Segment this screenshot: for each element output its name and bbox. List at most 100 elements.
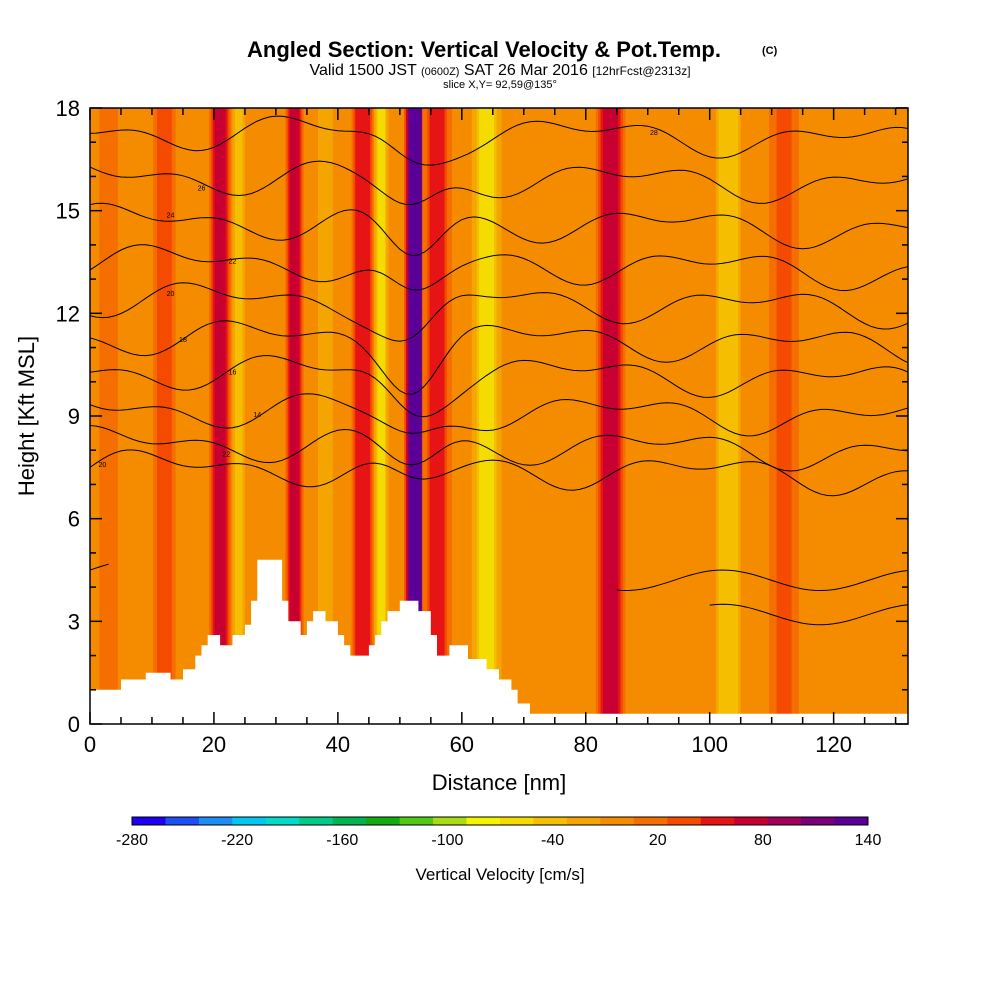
velocity-band xyxy=(603,108,618,724)
axis-ticks: 0 20 40 60 80 100 120 0 3 6 9 12 15 18 xyxy=(56,96,908,757)
isentrope-line xyxy=(90,202,908,257)
colorbar-swatch xyxy=(466,817,501,825)
colorbar-swatch xyxy=(566,817,601,825)
x-tick-label: 20 xyxy=(202,732,226,757)
colorbar: -280 -220 -160 -100 -40 20 80 140 xyxy=(116,816,882,849)
velocity-band xyxy=(429,108,445,724)
isentrope-line xyxy=(616,569,908,592)
y-axis-label: Height [Kft MSL] xyxy=(14,336,39,496)
velocity-cell xyxy=(314,108,337,724)
isentrope-line xyxy=(90,282,908,342)
colorbar-label: -100 xyxy=(431,832,463,849)
velocity-cell xyxy=(404,108,427,724)
x-tick-label: 0 xyxy=(84,732,96,757)
velocity-band xyxy=(720,108,736,724)
colorbar-label: -40 xyxy=(541,832,564,849)
y-tick-label: 6 xyxy=(68,507,80,532)
isentrope-label: 26 xyxy=(198,185,206,192)
colorbar-swatch xyxy=(198,817,233,825)
x-axis-label: Distance [nm] xyxy=(432,770,567,795)
colorbar-swatch xyxy=(700,817,735,825)
colorbar-label: 80 xyxy=(754,832,772,849)
terrain-profile xyxy=(90,559,908,724)
colorbar-title: Vertical Velocity [cm/s] xyxy=(415,865,584,884)
isentrope-line xyxy=(90,393,908,437)
isentrope-line xyxy=(709,603,908,626)
isentrope-line xyxy=(90,115,908,166)
colorbar-swatch xyxy=(399,817,434,825)
chart-subtitle: Valid 1500 JST (0600Z) SAT 26 Mar 2016 [… xyxy=(309,62,690,79)
velocity-band xyxy=(235,108,243,724)
colorbar-frame xyxy=(131,816,869,826)
x-tick-label: 60 xyxy=(450,732,474,757)
colorbar-swatch xyxy=(332,817,367,825)
y-tick-label: 9 xyxy=(68,404,80,429)
colorbar-swatch xyxy=(165,817,200,825)
velocity-cell xyxy=(595,108,626,724)
slice-label: slice X,Y= 92,59@135° xyxy=(443,79,557,91)
velocity-cell xyxy=(97,108,120,724)
velocity-cell xyxy=(471,108,502,724)
subtitle-utc: (0600Z) xyxy=(421,66,460,78)
y-tick-label: 18 xyxy=(56,96,80,121)
subtitle-forecast: [12hrFcst@2313z] xyxy=(592,64,690,78)
colorbar-swatch xyxy=(801,817,836,825)
colorbar-swatch xyxy=(433,817,468,825)
x-tick-label: 120 xyxy=(815,732,852,757)
x-tick-label: 40 xyxy=(326,732,350,757)
colorbar-label: 140 xyxy=(855,832,882,849)
velocity-cell xyxy=(769,108,799,724)
colorbar-swatch xyxy=(232,817,267,825)
y-tick-label: 0 xyxy=(68,712,80,737)
velocity-cell xyxy=(422,108,452,724)
isentrope-line xyxy=(90,355,908,418)
plot-area xyxy=(90,108,908,724)
colorbar-swatch xyxy=(533,817,568,825)
y-tick-label: 15 xyxy=(56,199,80,224)
isentrope-label: 28 xyxy=(650,130,658,137)
y-tick-label: 12 xyxy=(56,301,80,326)
colorbar-swatch xyxy=(132,817,166,825)
y-tick-label: 3 xyxy=(68,609,80,634)
isentrope-line xyxy=(90,244,908,292)
colorbar-swatch xyxy=(265,817,300,825)
isentrope-line xyxy=(90,563,109,571)
velocity-band xyxy=(214,108,226,724)
velocity-cell xyxy=(351,108,374,724)
velocity-band xyxy=(158,108,170,724)
isentrope-label: 14 xyxy=(253,412,261,419)
velocity-band xyxy=(479,108,495,724)
isentrope-label: 18 xyxy=(179,337,187,344)
terrain-mask xyxy=(90,559,908,724)
colorbar-label: -160 xyxy=(326,832,358,849)
isentrope-line xyxy=(90,425,908,472)
colorbar-swatch xyxy=(366,817,401,825)
velocity-band xyxy=(289,108,300,724)
velocity-band xyxy=(409,108,421,724)
subtitle-date: SAT 26 Mar 2016 xyxy=(464,62,588,79)
isentrope-label: 22 xyxy=(222,451,230,458)
colorbar-swatch xyxy=(834,817,869,825)
isentrope-label: 24 xyxy=(167,212,175,219)
velocity-cell xyxy=(231,108,247,724)
colorbar-swatch xyxy=(500,817,534,825)
colorbar-swatch xyxy=(633,817,668,825)
colorbar-swatch xyxy=(299,817,334,825)
isentrope-label: 22 xyxy=(229,258,237,265)
velocity-cell xyxy=(208,108,232,724)
velocity-cell xyxy=(713,108,744,724)
colorbar-label: -220 xyxy=(221,832,253,849)
velocity-band xyxy=(357,108,369,724)
colorbar-label: -280 xyxy=(116,832,148,849)
x-tick-label: 100 xyxy=(691,732,728,757)
isentrope-contours: 20 22 14 16 18 20 22 24 26 28 xyxy=(90,115,908,626)
isentrope-label: 20 xyxy=(98,462,106,469)
copyright-mark: (C) xyxy=(762,45,778,57)
isentrope-label: 20 xyxy=(167,291,175,298)
velocity-cell xyxy=(285,108,304,724)
velocity-band xyxy=(377,108,385,724)
colorbar-swatch xyxy=(767,817,802,825)
isentrope-label: 16 xyxy=(229,369,237,376)
velocity-cell xyxy=(153,108,176,724)
